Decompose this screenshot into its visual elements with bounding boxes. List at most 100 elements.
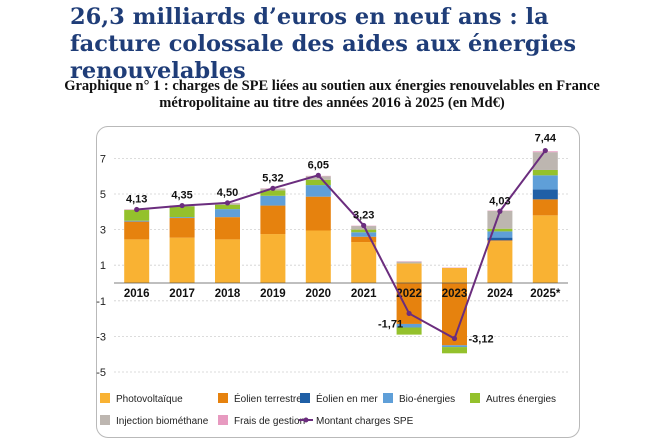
line-point bbox=[451, 335, 458, 342]
bar-bio-energies bbox=[305, 185, 331, 197]
legend-label-bio-energies: Bio-énergies bbox=[399, 394, 455, 405]
y-tick-label: -1 bbox=[96, 296, 106, 308]
bar-eolien-terrestre bbox=[532, 199, 558, 216]
bar-photovoltaique bbox=[124, 239, 150, 283]
line-montant-charges-spe bbox=[136, 149, 547, 340]
bar-photovoltaique bbox=[215, 239, 240, 283]
bar-injection-biomethane bbox=[532, 152, 558, 170]
x-tick-label: 2021 bbox=[351, 288, 377, 300]
bar-bio-energies bbox=[351, 232, 377, 237]
bar-bio-energies bbox=[124, 220, 150, 222]
legend-label-eolien-terrestre: Éolien terrestre bbox=[234, 392, 302, 405]
bar-autres-energies bbox=[305, 179, 331, 186]
data-label: 7,44 bbox=[535, 133, 557, 145]
line-point bbox=[224, 200, 231, 206]
x-tick-label: 2019 bbox=[260, 288, 286, 300]
bar-photovoltaique bbox=[442, 267, 467, 283]
x-tick-label: 2023 bbox=[442, 288, 468, 300]
legend-label-injection-biomethane: Injection biométhane bbox=[116, 416, 209, 427]
chart-subtitle: Graphique n° 1 : charges de SPE liées au… bbox=[64, 78, 600, 111]
bar-eolien-terrestre bbox=[351, 236, 377, 243]
line-point bbox=[134, 206, 140, 213]
bar-bio-energies bbox=[396, 323, 422, 328]
bar-autres-energies bbox=[487, 228, 513, 232]
legend-swatch-eolien-en-mer bbox=[300, 393, 310, 403]
data-label: -1,71 bbox=[378, 318, 403, 330]
bar-photovoltaique bbox=[351, 242, 377, 283]
bar-eolien-terrestre bbox=[215, 217, 240, 240]
y-tick-label: -5 bbox=[96, 367, 106, 379]
legend-label-montant-charges-spe: Montant charges SPE bbox=[316, 416, 414, 427]
legend-marker bbox=[303, 417, 309, 423]
bar-eolien-terrestre bbox=[169, 218, 195, 238]
line-point bbox=[315, 172, 321, 178]
data-label: 4,13 bbox=[126, 193, 147, 205]
line-point bbox=[361, 222, 367, 229]
data-label: 4,03 bbox=[489, 195, 510, 207]
y-tick-label: -3 bbox=[96, 331, 106, 343]
line-point bbox=[497, 208, 503, 214]
y-tick-label: 5 bbox=[100, 189, 106, 201]
bar-autres-energies bbox=[215, 204, 240, 210]
bar-photovoltaique bbox=[396, 263, 422, 283]
bar-bio-energies bbox=[442, 345, 467, 348]
legend-label-eolien-en-mer: Éolien en mer bbox=[316, 392, 378, 405]
x-tick-label: 2020 bbox=[306, 288, 332, 300]
bar-photovoltaique bbox=[260, 234, 286, 283]
data-label: 4,35 bbox=[171, 190, 192, 202]
data-label: 5,32 bbox=[262, 172, 283, 184]
bar-bio-energies bbox=[169, 217, 195, 219]
data-label: -3,12 bbox=[469, 334, 494, 346]
chart-frame bbox=[96, 126, 580, 438]
bar-photovoltaique bbox=[487, 241, 513, 283]
bar-photovoltaique bbox=[305, 230, 331, 283]
legend-swatch-photovoltaique bbox=[100, 393, 110, 403]
bar-autres-energies bbox=[260, 190, 286, 196]
line-point bbox=[270, 185, 276, 191]
bar-photovoltaique bbox=[169, 237, 195, 283]
data-label: 4,50 bbox=[217, 187, 238, 199]
x-tick-label: 2017 bbox=[169, 288, 195, 300]
headline: 26,3 milliards d’euros en neuf ans : la … bbox=[70, 4, 577, 84]
bar-bio-energies bbox=[260, 195, 286, 206]
line-point bbox=[179, 202, 185, 209]
bar-injection-biomethane bbox=[487, 210, 513, 229]
bar-bio-energies bbox=[532, 175, 558, 190]
bar-eolien-en-mer bbox=[487, 237, 513, 241]
bar-eolien-terrestre bbox=[487, 240, 513, 242]
legend-swatch-frais-de-gestion bbox=[218, 415, 228, 425]
legend-label-photovoltaique: Photovoltaïque bbox=[116, 394, 183, 405]
bar-injection-biomethane bbox=[305, 176, 331, 180]
x-tick-label: 2024 bbox=[487, 288, 513, 300]
y-tick-label: 7 bbox=[100, 153, 106, 165]
bar-eolien-en-mer bbox=[532, 189, 558, 200]
x-tick-label: 2022 bbox=[396, 288, 422, 300]
bar-photovoltaique bbox=[532, 215, 558, 283]
y-tick-label: 3 bbox=[100, 225, 106, 237]
bar-autres-energies bbox=[351, 229, 377, 233]
x-tick-label: 2018 bbox=[215, 288, 241, 300]
bar-eolien-terrestre bbox=[124, 221, 150, 240]
line-point bbox=[406, 310, 412, 317]
legend-label-autres-energies: Autres énergies bbox=[486, 394, 556, 405]
x-tick-label: 2025* bbox=[530, 288, 561, 300]
line-point bbox=[542, 147, 548, 154]
x-tick-label: 2016 bbox=[124, 288, 150, 300]
bar-bio-energies bbox=[215, 209, 240, 218]
bar-bio-energies bbox=[487, 231, 513, 238]
legend-swatch-eolien-terrestre bbox=[218, 393, 228, 403]
y-tick-label: 1 bbox=[100, 260, 106, 272]
bar-injection-biomethane bbox=[396, 261, 422, 264]
legend-label-frais-de-gestion: Frais de gestion bbox=[234, 416, 305, 427]
legend-swatch-bio-energies bbox=[383, 393, 393, 403]
data-label: 3,23 bbox=[353, 210, 374, 222]
legend-swatch-injection-biomethane bbox=[100, 415, 110, 425]
bar-autres-energies bbox=[532, 169, 558, 176]
data-label: 6,05 bbox=[308, 159, 329, 171]
bar-eolien-terrestre bbox=[305, 196, 331, 231]
bar-autres-energies bbox=[169, 206, 195, 218]
bar-autres-energies bbox=[442, 347, 467, 354]
bar-eolien-terrestre bbox=[260, 205, 286, 235]
bar-autres-energies bbox=[124, 210, 150, 221]
